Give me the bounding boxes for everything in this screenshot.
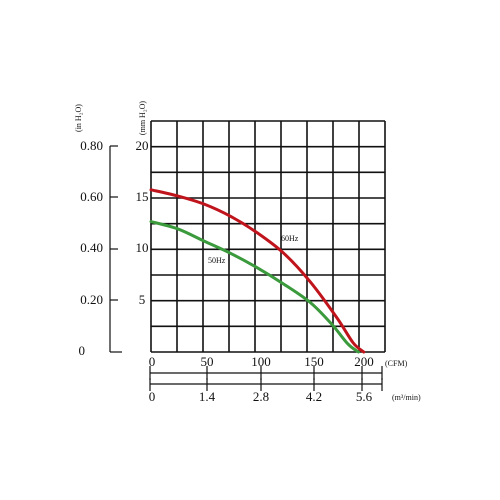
right-tick-label-1: 10 — [136, 240, 149, 255]
left-tick-label-0: 0 — [79, 343, 86, 358]
left-y-unit-label: (in H₂O) — [74, 104, 83, 132]
series-label-50hz: 50Hz — [208, 256, 226, 265]
x-tick-label-0: 0 — [149, 354, 156, 369]
x-tick-label-3: 150 — [304, 354, 324, 369]
right-y-unit-label: (mm H₂O) — [138, 101, 147, 135]
x-tick-label-1: 50 — [201, 354, 214, 369]
x-unit-label-primary: (CFM) — [385, 359, 408, 368]
left-tick-label-3: 0.60 — [80, 189, 103, 204]
series-line-60hz — [149, 188, 366, 354]
x2-tick-label-4: 5.6 — [356, 389, 373, 404]
x-axis-secondary — [149, 378, 383, 391]
x2-tick-label-0: 0 — [149, 389, 156, 404]
x-unit-label-secondary: (m³/min) — [392, 393, 421, 402]
left-tick-label-4: 0.80 — [80, 138, 103, 153]
x-tick-label-2: 100 — [251, 354, 271, 369]
right-tick-label-2: 15 — [136, 189, 149, 204]
chart-grid — [150, 120, 386, 353]
x-axis-primary — [149, 366, 383, 380]
x2-tick-label-3: 4.2 — [306, 389, 322, 404]
series-label-60hz: 60Hz — [281, 234, 299, 243]
left-tick-label-1: 0.20 — [80, 292, 103, 307]
x2-tick-label-1: 1.4 — [199, 389, 216, 404]
x-tick-label-4: 200 — [354, 354, 374, 369]
left-y-axis — [109, 145, 122, 353]
right-tick-label-0: 5 — [139, 292, 146, 307]
series-line-50hz — [149, 220, 360, 354]
x2-tick-label-2: 2.8 — [253, 389, 269, 404]
left-tick-label-2: 0.40 — [80, 240, 103, 255]
right-tick-label-3: 20 — [136, 138, 149, 153]
series-curves — [149, 188, 366, 354]
